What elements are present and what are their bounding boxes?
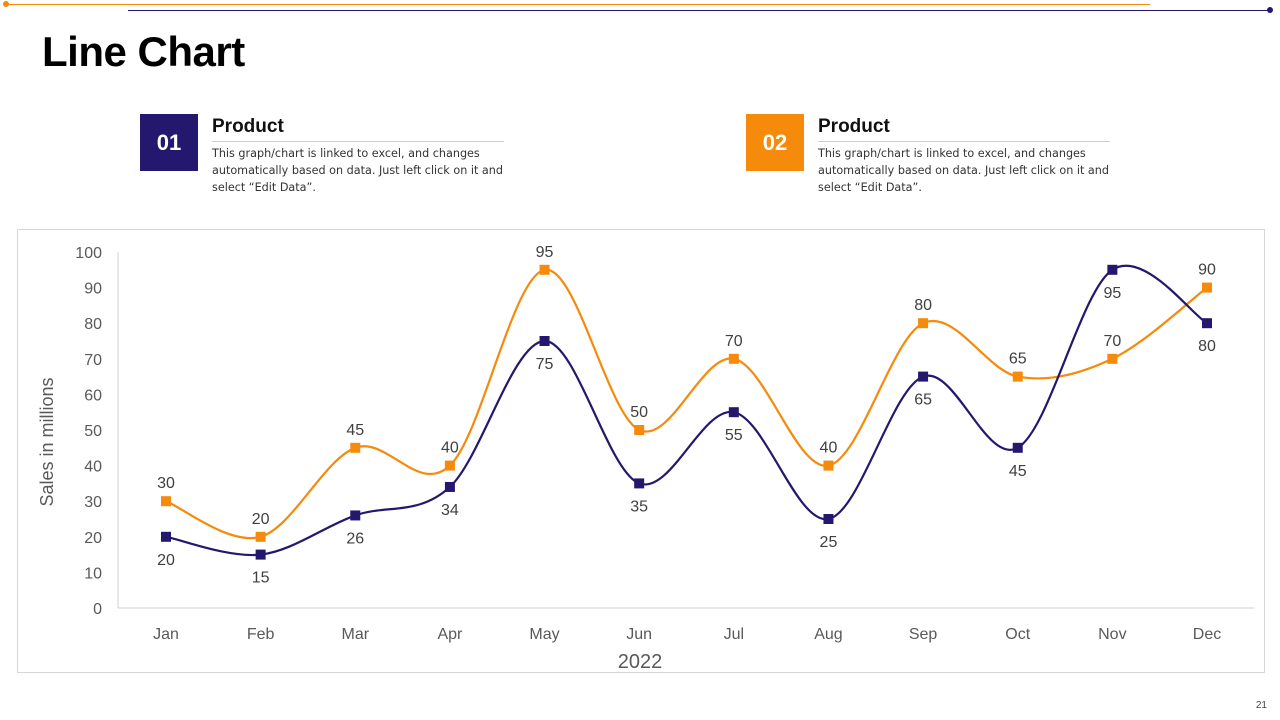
data-label: 20 bbox=[157, 552, 175, 569]
data-point-marker bbox=[1107, 264, 1118, 275]
y-tick-label: 70 bbox=[84, 352, 102, 369]
page-number: 21 bbox=[1255, 700, 1267, 711]
data-point-marker bbox=[1202, 282, 1212, 293]
data-point-marker bbox=[539, 336, 550, 346]
data-point-marker bbox=[918, 371, 929, 382]
y-tick-label: 80 bbox=[84, 316, 102, 333]
y-tick-label: 0 bbox=[93, 601, 102, 618]
data-label: 50 bbox=[630, 404, 648, 421]
data-point-marker bbox=[634, 425, 645, 435]
data-point-marker bbox=[444, 460, 455, 471]
x-tick-label: May bbox=[529, 626, 559, 643]
data-label: 45 bbox=[1009, 463, 1027, 480]
data-label: 65 bbox=[914, 392, 932, 409]
data-point-marker bbox=[161, 496, 171, 507]
series-line-1 bbox=[165, 264, 1208, 557]
data-label: 80 bbox=[914, 297, 932, 314]
data-point-marker bbox=[444, 481, 455, 492]
data-label: 34 bbox=[441, 502, 459, 519]
data-point-marker bbox=[350, 442, 361, 453]
data-label: 75 bbox=[536, 356, 554, 373]
x-tick-label: Jul bbox=[724, 626, 744, 643]
product-description: This graph/chart is linked to excel, and… bbox=[818, 147, 1109, 194]
product-text: Product This graph/chart is linked to ex… bbox=[818, 116, 1110, 196]
data-label: 70 bbox=[1103, 333, 1121, 350]
data-label: 90 bbox=[1198, 262, 1216, 279]
data-label: 20 bbox=[252, 511, 270, 528]
x-tick-label: Jan bbox=[153, 626, 179, 643]
x-tick-label: Mar bbox=[341, 626, 369, 643]
data-label: 95 bbox=[1103, 285, 1121, 302]
data-label: 30 bbox=[157, 475, 175, 492]
data-point-marker bbox=[728, 353, 739, 364]
data-label: 45 bbox=[346, 422, 364, 439]
data-label: 65 bbox=[1009, 351, 1027, 368]
data-point-marker bbox=[255, 531, 266, 542]
data-label: 15 bbox=[252, 570, 270, 587]
x-tick-label: Jun bbox=[626, 626, 652, 643]
data-label: 35 bbox=[630, 498, 648, 515]
x-tick-label: Nov bbox=[1098, 626, 1126, 643]
data-point-marker bbox=[255, 549, 266, 560]
y-tick-label: 50 bbox=[84, 423, 102, 440]
y-tick-label: 100 bbox=[75, 245, 102, 262]
x-tick-label: Sep bbox=[909, 626, 938, 643]
product-number-badge: 02 bbox=[746, 114, 804, 171]
data-label: 40 bbox=[820, 440, 838, 457]
data-point-marker bbox=[634, 478, 645, 489]
data-label: 95 bbox=[536, 244, 554, 261]
x-axis-title: 2022 bbox=[618, 651, 663, 673]
x-tick-label: Oct bbox=[1005, 626, 1030, 643]
y-tick-label: 40 bbox=[84, 459, 102, 476]
data-point-marker bbox=[823, 514, 834, 524]
data-point-marker bbox=[918, 318, 929, 329]
top-decor-navy-line bbox=[128, 10, 1268, 11]
product-card-01: 01 Product This graph/chart is linked to… bbox=[140, 114, 510, 204]
data-point-marker bbox=[161, 531, 171, 542]
product-text: Product This graph/chart is linked to ex… bbox=[212, 116, 504, 196]
data-point-marker bbox=[823, 460, 834, 471]
data-point-marker bbox=[728, 407, 739, 418]
data-point-marker bbox=[539, 264, 550, 275]
product-description: This graph/chart is linked to excel, and… bbox=[212, 147, 503, 194]
data-label: 70 bbox=[725, 333, 743, 350]
data-point-marker bbox=[1012, 371, 1023, 382]
top-decor-navy-dot bbox=[1267, 7, 1273, 13]
data-point-marker bbox=[1202, 318, 1212, 329]
y-tick-label: 10 bbox=[84, 565, 102, 582]
top-decor-orange-dot bbox=[3, 1, 9, 7]
x-tick-label: Feb bbox=[247, 626, 275, 643]
data-label: 25 bbox=[820, 534, 838, 551]
product-card-02: 02 Product This graph/chart is linked to… bbox=[746, 114, 1116, 204]
data-label: 26 bbox=[346, 530, 364, 547]
y-tick-label: 30 bbox=[84, 494, 102, 511]
page-title: Line Chart bbox=[42, 28, 245, 75]
x-tick-label: Apr bbox=[437, 626, 463, 643]
data-label: 80 bbox=[1198, 338, 1216, 355]
data-point-marker bbox=[1012, 442, 1023, 453]
data-label: 55 bbox=[725, 427, 743, 444]
product-title: Product bbox=[818, 116, 1110, 142]
data-point-marker bbox=[350, 510, 361, 521]
y-tick-label: 90 bbox=[84, 281, 102, 298]
y-tick-label: 60 bbox=[84, 387, 102, 404]
y-axis-title: Sales in millions bbox=[37, 377, 57, 506]
data-point-marker bbox=[1107, 353, 1118, 364]
chart-frame bbox=[17, 229, 1265, 673]
data-label: 40 bbox=[441, 440, 459, 457]
x-tick-label: Aug bbox=[814, 626, 842, 643]
y-tick-label: 20 bbox=[84, 530, 102, 547]
top-decor-orange-line bbox=[8, 4, 1150, 5]
x-tick-label: Dec bbox=[1193, 626, 1221, 643]
product-number-badge: 01 bbox=[140, 114, 198, 171]
series-line-2 bbox=[165, 268, 1208, 540]
product-title: Product bbox=[212, 116, 504, 142]
